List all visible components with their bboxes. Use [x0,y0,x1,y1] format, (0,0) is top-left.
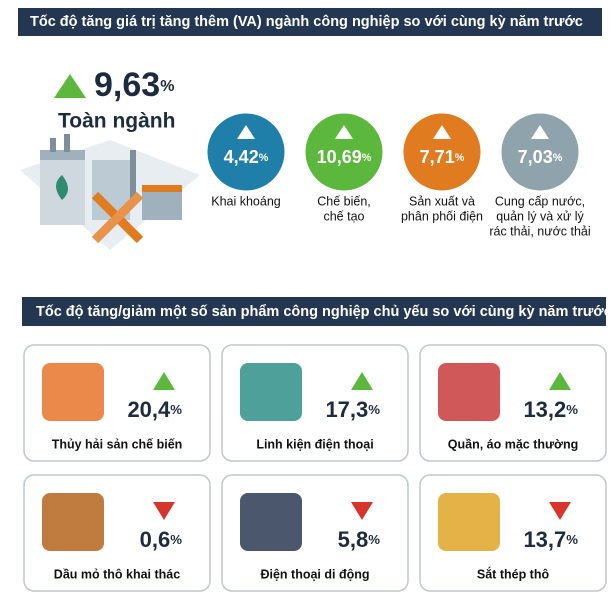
up-arrow [433,125,451,139]
down-arrow [153,502,175,520]
product-icon [42,363,104,421]
sector-label: chế tạo [323,209,364,223]
up-arrow [54,74,86,98]
sector-label: quản lý và xử lý [496,209,584,223]
value-number: 5,8 [338,527,369,552]
value-unit: % [566,402,578,417]
value-unit: % [368,532,380,547]
factory-icon [20,134,200,250]
sector-circle [400,110,484,194]
sector-label: Cung cấp nước, [495,194,585,208]
value: 0,6% [140,527,183,552]
up-arrow [351,372,373,390]
product-label: Thủy hải sản chế biến [52,437,183,451]
value-unit: % [170,402,182,417]
sector-label: Chế biến, [317,194,371,208]
header-title: Tốc độ tăng giá trị tăng thêm (VA) ngành… [30,14,583,30]
sector-label: phân phối điện [401,209,483,223]
value: 20,4% [127,397,182,422]
overall-label: Toàn ngành [58,110,175,133]
value-unit: % [170,532,182,547]
value-number: 7,03 [518,147,553,167]
down-arrow [351,502,373,520]
value-number: 17,3 [325,397,368,422]
product-label: Quần, áo mặc thường [448,437,578,451]
sector-circle [302,110,386,194]
value-unit: % [259,152,269,164]
value: 10,69% [317,147,372,167]
value-unit: % [455,152,465,164]
value: 7,03% [518,147,563,167]
value-number: 10,69 [317,147,362,167]
product-icon [438,493,500,551]
value: 4,42% [224,147,269,167]
value-unit: % [566,532,578,547]
value: 5,8% [338,527,381,552]
value: 17,3% [325,397,380,422]
value-number: 7,71 [420,147,455,167]
header-title: Tốc độ tăng/giảm một số sản phẩm công ng… [36,304,612,320]
sector-label: Khai khoáng [211,194,281,208]
value-number: 13,2 [523,397,566,422]
sector-circle [204,110,288,194]
product-icon [42,493,104,551]
up-arrow [237,125,255,139]
product-label: Sắt thép thô [477,566,550,581]
value: 13,7% [523,527,578,552]
value: 7,71% [420,147,465,167]
header-bar [18,8,602,36]
overall-value: 9,63% [94,66,174,104]
value-unit: % [553,152,563,164]
value-unit: % [368,402,380,417]
value-unit: % [362,152,372,164]
value-number: 20,4 [127,397,171,422]
product-label: Điện thoại di động [260,567,369,581]
product-icon [240,363,302,421]
up-arrow [153,372,175,390]
product-label: Dầu mỏ thô khai thác [54,567,180,581]
product-label: Linh kiện điện thoại [256,437,373,451]
value-number: 13,7 [523,527,566,552]
up-arrow [549,372,571,390]
down-arrow [549,502,571,520]
product-icon [240,493,302,551]
value-number: 4,42 [224,147,259,167]
up-arrow [531,125,549,139]
up-arrow [335,125,353,139]
header-bar [22,297,606,326]
product-icon [438,363,500,421]
sector-label: rác thải, nước thải [489,224,590,238]
value-number: 0,6 [140,527,171,552]
value: 13,2% [523,397,578,422]
sector-label: Sản xuất và [409,194,475,208]
sector-circle [498,110,582,194]
